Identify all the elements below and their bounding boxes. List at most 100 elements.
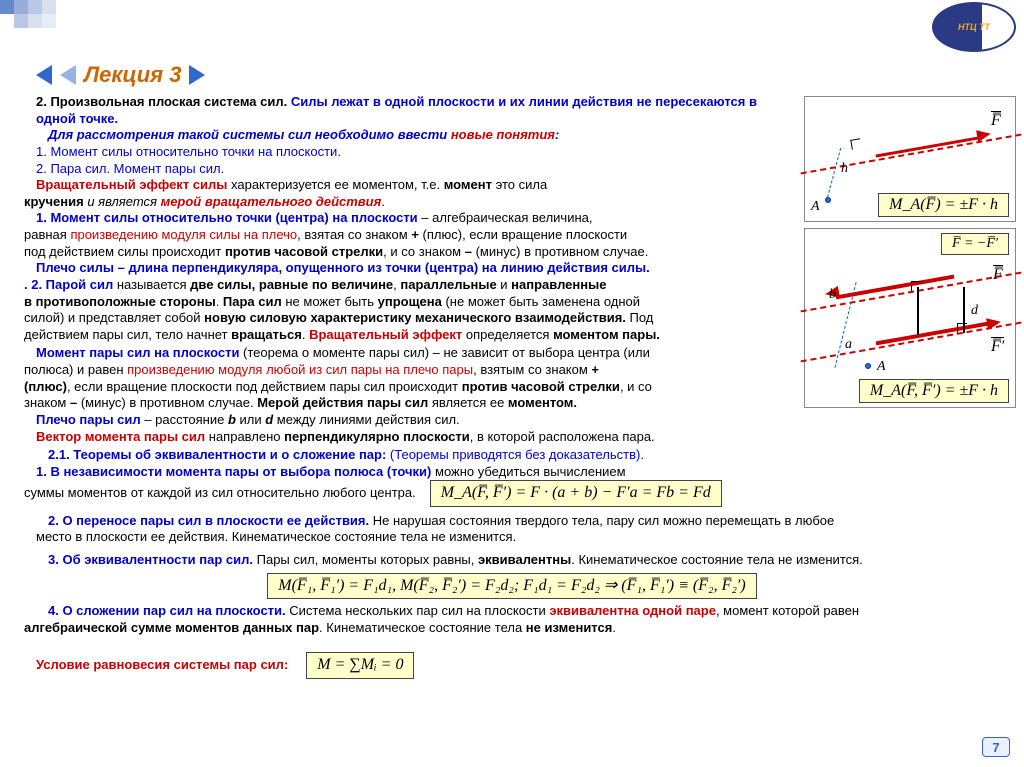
label-A2: A bbox=[877, 359, 886, 375]
t: d bbox=[265, 412, 277, 427]
t: между линиями действия сил. bbox=[277, 412, 460, 427]
t: (Теоремы приводятся без доказательств). bbox=[390, 447, 644, 462]
t: Пары сил, моменты которых равны, bbox=[257, 552, 478, 567]
t: + bbox=[411, 227, 422, 242]
t: новую силовую характеристику механическо… bbox=[204, 310, 629, 325]
t: , момент которой равен bbox=[716, 603, 859, 618]
t: 1. В независимости момента пары от выбор… bbox=[36, 464, 435, 479]
decor-second-row bbox=[14, 14, 56, 28]
t: (минус) в противном случае. bbox=[81, 395, 257, 410]
t: 1. Момент силы относительно точки на пло… bbox=[24, 144, 794, 161]
t: полюса) и равен bbox=[24, 362, 127, 377]
t: – расстояние bbox=[144, 412, 228, 427]
t: 1. Момент силы относительно точки (центр… bbox=[36, 210, 421, 225]
t: b bbox=[228, 412, 240, 427]
t: параллельные bbox=[400, 277, 500, 292]
t: действием пары сил, тело начнет bbox=[24, 327, 231, 342]
t: не может быть bbox=[285, 294, 377, 309]
label-d: d bbox=[971, 303, 978, 319]
t: или bbox=[240, 412, 266, 427]
t: Момент пары сил на плоскости bbox=[36, 345, 243, 360]
t: – длина перпендикуляра, опущенного из то… bbox=[118, 260, 650, 275]
logo-badge: НТЦ ТТ bbox=[932, 2, 1016, 52]
t: и является bbox=[87, 194, 160, 209]
t: момент bbox=[444, 177, 496, 192]
t: эквивалентны bbox=[478, 552, 571, 567]
t: определяется bbox=[466, 327, 553, 342]
label-F: F̅ bbox=[991, 111, 1001, 130]
t: Плечо пары сил bbox=[36, 412, 144, 427]
label-Fp: F̅′ bbox=[991, 337, 1004, 356]
t: упрощена bbox=[378, 294, 446, 309]
logo-text: НТЦ ТТ bbox=[958, 22, 990, 32]
t: (теорема о моменте пары сил) – не зависи… bbox=[243, 345, 650, 360]
t: является ее bbox=[432, 395, 508, 410]
t: 2. Пара сил. Момент пары сил. bbox=[24, 161, 794, 178]
formula-equivalence: M(F̅₁, F̅₁′) = F₁d₁, M(F̅₂, F̅₂′) = F₂d₂… bbox=[267, 573, 756, 599]
label-F2: F̅ bbox=[993, 265, 1003, 284]
t: Вращательный эффект силы bbox=[36, 177, 231, 192]
t: 4. О сложении пар сил на плоскости. bbox=[48, 603, 289, 618]
t: силой) и представляет собой bbox=[24, 310, 204, 325]
t: вращаться bbox=[231, 327, 302, 342]
nav-prev-icon[interactable] bbox=[36, 65, 52, 85]
t: – алгебраическая величина, bbox=[421, 210, 592, 225]
t: Для рассмотрения такой системы сил необх… bbox=[48, 127, 451, 142]
t: . bbox=[302, 327, 309, 342]
t: алгебраической сумме моментов данных пар bbox=[24, 620, 319, 635]
page-number-badge: 7 bbox=[982, 737, 1010, 757]
nav-next-icon[interactable] bbox=[189, 65, 205, 85]
t: мерой вращательного действия bbox=[161, 194, 382, 209]
t: в противоположные стороны bbox=[24, 294, 216, 309]
t: направлено bbox=[209, 429, 284, 444]
t: , и со знаком bbox=[383, 244, 465, 259]
t: (плюс), если вращение плоскости bbox=[423, 227, 628, 242]
formula-moment-sum: M_A(F̅, F̅′) = F · (a + b) − F′a = Fb = … bbox=[430, 480, 722, 506]
formula-fig2a: F̅ = −F̅′ bbox=[941, 233, 1009, 255]
t: моментом пары. bbox=[553, 327, 660, 342]
t: направленные bbox=[511, 277, 606, 292]
slide-title: Лекция 3 bbox=[84, 62, 181, 88]
t: , взятая со знаком bbox=[297, 227, 411, 242]
t: кручения bbox=[24, 194, 87, 209]
t: новые понятия bbox=[451, 127, 555, 142]
t: , если вращение плоскости под действием … bbox=[67, 379, 462, 394]
t: Мерой действия пары сил bbox=[257, 395, 432, 410]
t: Вращательный эффект bbox=[309, 327, 466, 342]
t: моментом. bbox=[508, 395, 577, 410]
t: . Кинематическое состояние тела не измен… bbox=[571, 552, 863, 567]
t: , в которой расположена пара. bbox=[470, 429, 655, 444]
t: – bbox=[70, 395, 81, 410]
nav-prev2-icon[interactable] bbox=[60, 65, 76, 85]
t: (минус) в противном случае. bbox=[476, 244, 649, 259]
t: . 2. Парой сил bbox=[24, 277, 117, 292]
t: (плюс) bbox=[24, 379, 67, 394]
formula-equilibrium: M = ∑Mᵢ = 0 bbox=[306, 652, 414, 678]
t: . bbox=[612, 620, 616, 635]
t: 2. О переносе пары сил в плоскости ее де… bbox=[48, 513, 373, 528]
t: Плечо силы bbox=[36, 260, 118, 275]
t: Вектор момента пары сил bbox=[36, 429, 209, 444]
t: против часовой стрелки bbox=[225, 244, 383, 259]
t: . Кинематическое состояние тела bbox=[319, 620, 526, 635]
figure-moment-force: A h F̅ M_A(F̅) = ±F · h bbox=[804, 96, 1016, 222]
equilibrium-label: Условие равновесия системы пар сил: bbox=[24, 657, 288, 674]
label-b: b bbox=[829, 287, 836, 303]
t: 2. Произвольная плоская система сил. bbox=[36, 94, 287, 109]
t: под действием силы происходит bbox=[24, 244, 225, 259]
t: Не нарушая состояния твердого тела, пару… bbox=[373, 513, 835, 528]
t: , и со bbox=[620, 379, 652, 394]
t: Система нескольких пар сил на плоскости bbox=[289, 603, 549, 618]
t: можно убедиться вычислением bbox=[435, 464, 626, 479]
label-A: A bbox=[811, 199, 820, 215]
t: произведению модуля силы на плечо bbox=[70, 227, 297, 242]
t: произведению модуля любой из сил пары на… bbox=[127, 362, 473, 377]
t: , взятым со знаком bbox=[473, 362, 591, 377]
t: эквивалентна одной паре bbox=[549, 603, 716, 618]
t: : bbox=[555, 127, 559, 142]
t: не изменится bbox=[526, 620, 613, 635]
t: место в плоскости ее действия. Кинематич… bbox=[24, 529, 1000, 546]
t: характеризуется ее моментом, т.е. bbox=[231, 177, 444, 192]
figure-pair-forces: F̅ = −F̅′ F̅ F̅′ b a d A M_A(F̅, F̅′) = … bbox=[804, 228, 1016, 408]
label-h: h bbox=[841, 161, 848, 177]
